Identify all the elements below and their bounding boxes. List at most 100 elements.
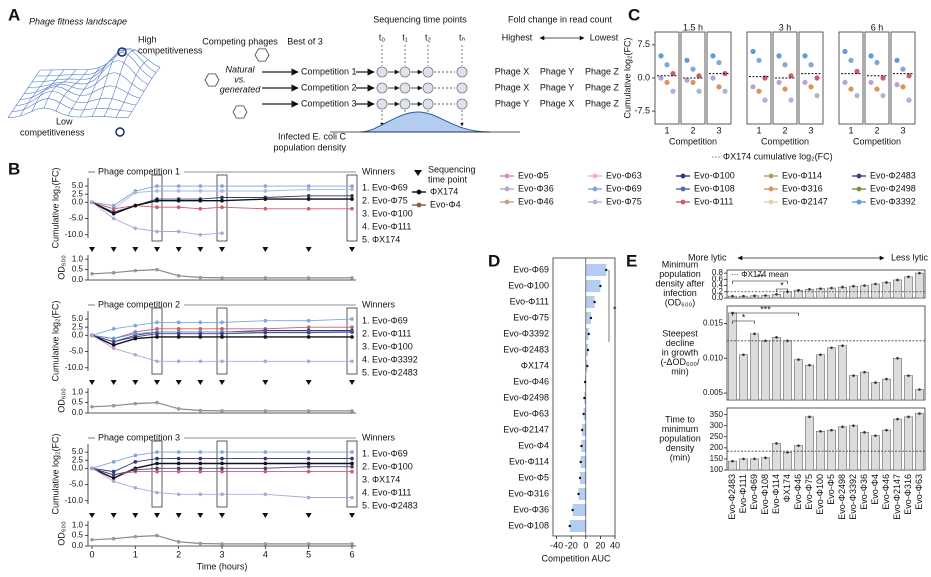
high-point [117,47,127,57]
panel-label: D [488,251,500,270]
od-line [91,401,352,412]
landscape-mesh [127,67,161,118]
x-tick-label: 0 [583,540,588,550]
series-point [350,317,354,321]
y-tick-label: Evo-Φ108 [508,520,549,530]
series-line [91,467,352,476]
series-point [220,450,224,454]
significance: * [780,280,784,290]
series-point [90,200,94,205]
od-axis-label: OD₆₀₀ [56,388,66,413]
bar-point [852,424,855,428]
y-tick-label: Evo-Φ2498 [503,392,549,402]
y-tick-label: Evo-Φ100 [508,280,549,290]
significance: * [613,304,617,314]
timepoint-dot [456,82,468,94]
natural-label: vs. [234,74,246,84]
strip-frame [706,31,732,125]
series-point [220,320,224,325]
x-tick-label: Evo-Φ2147 [892,474,902,520]
series-point [133,331,138,336]
od-point [220,409,224,413]
bar [572,504,586,516]
legend-entry: Evo-Φ2147 [782,196,828,206]
y-axis-label: infection [663,288,697,298]
header-label: Less lytic [891,252,929,262]
bar-point [852,374,855,377]
bar-point [863,284,866,287]
series-point [198,335,203,339]
winner: 3. Evo-Φ100 [362,341,413,351]
series-point [133,468,138,472]
bar-point [841,285,844,289]
series-point [176,331,181,336]
legend-entry: Evo-Φ5 [518,170,549,180]
series-point [306,184,311,188]
bar-point [918,412,921,415]
series-point [176,456,181,461]
bar-point [593,300,596,304]
winner: 1. Evo-Φ69 [362,182,408,192]
significance: ** [756,272,764,282]
strip-point [906,73,912,79]
y-tick-label: 1.0 [72,254,84,263]
bar [585,296,595,308]
series-point [263,466,268,471]
series-point [220,469,224,474]
od-point [306,409,311,413]
phage-icon [232,105,248,119]
series-point [155,461,159,466]
y-axis-label: density [666,443,695,453]
bar [585,264,607,276]
x-tick-label: 1 [133,549,138,559]
series-point [220,327,224,331]
y-tick-label: -5.0 [69,214,83,223]
od-point [176,540,181,544]
od-axis-label: OD₆₀₀ [56,521,66,546]
bar-point [907,275,910,279]
y-tick-label: 0.0 [637,72,650,82]
strip-point [776,53,782,59]
od-point [133,401,138,406]
bar [816,288,825,299]
series-point [155,327,159,331]
series-point [90,466,94,471]
low-label: competitiveness [20,127,85,137]
series-point [133,190,138,195]
winners-title: Winners [362,166,396,176]
x-tick-label: Evo-Φ69 [749,474,759,510]
highlight-box [216,307,228,375]
legend-swatch [680,186,686,192]
y-tick-label: 0.5 [72,265,84,274]
strip-point [710,75,716,81]
series-point [350,469,354,474]
low-point [115,127,125,137]
bar [585,280,601,292]
y-tick-label: -10.0 [65,363,84,372]
bar [827,429,836,471]
y-tick-label: 1.0 [72,520,84,529]
x-tick-label: 2 [874,125,879,135]
bar-point [587,332,590,336]
infected-label: Infected E. coli C [278,131,347,141]
ranking: Phage X [495,66,530,76]
series-point [306,461,311,466]
bar [904,375,913,401]
strip-point [670,70,676,77]
y-axis-label: min) [671,366,689,376]
strip-frame [890,31,916,125]
strip-point [868,53,874,59]
y-tick-label: 0.0 [72,197,84,206]
strip-point [802,79,808,86]
series-point [198,189,203,193]
bar-point [775,336,778,339]
strip-point [684,57,690,63]
od-point [90,537,94,542]
strip-point [696,88,702,94]
bar-point [731,459,734,463]
panel-title: 3 h [779,22,792,32]
highlight-box [346,440,358,508]
panel-label: E [626,251,637,270]
timepoint-dot [422,98,434,110]
series-point [306,469,311,474]
